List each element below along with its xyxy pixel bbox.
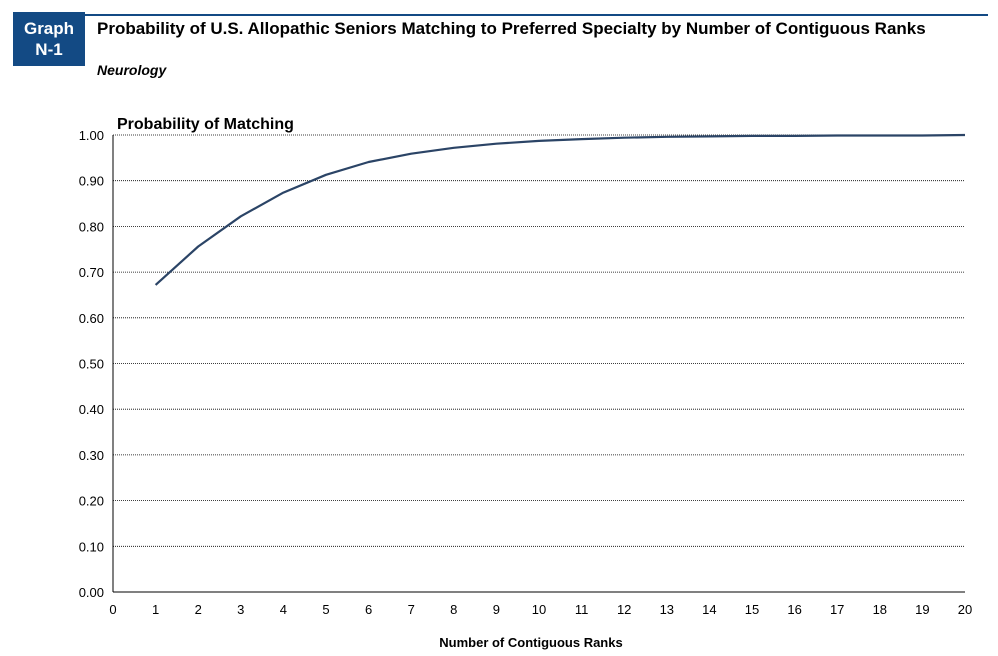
y-tick-label: 0.60 bbox=[79, 311, 104, 326]
y-tick-label: 0.00 bbox=[79, 585, 104, 600]
x-axis-label: Number of Contiguous Ranks bbox=[439, 635, 622, 650]
x-tick-label: 12 bbox=[617, 602, 631, 617]
x-tick-label: 7 bbox=[408, 602, 415, 617]
x-tick-label: 14 bbox=[702, 602, 716, 617]
x-tick-label: 4 bbox=[280, 602, 287, 617]
x-tick-label: 2 bbox=[195, 602, 202, 617]
x-tick-label: 13 bbox=[660, 602, 674, 617]
x-tick-label: 15 bbox=[745, 602, 759, 617]
y-tick-label: 0.90 bbox=[79, 174, 104, 189]
x-tick-label: 17 bbox=[830, 602, 844, 617]
x-tick-labels: 0 1 2 3 4 5 6 7 8 9 10 11 12 13 14 15 16 17 18 19 20 bbox=[109, 602, 972, 617]
y-tick-labels: 0.00 0.10 0.20 0.30 0.40 0.50 0.60 0.70 0.80 0.90… bbox=[79, 128, 104, 600]
x-tick-label: 6 bbox=[365, 602, 372, 617]
x-tick-label: 9 bbox=[493, 602, 500, 617]
badge-line2: N-1 bbox=[35, 40, 63, 59]
series-group bbox=[154, 133, 966, 286]
y-tick-label: 0.10 bbox=[79, 539, 104, 554]
badge-line1: Graph bbox=[23, 19, 75, 38]
page-title: Probability of U.S. Allopathic Seniors M… bbox=[97, 19, 926, 38]
chart-title: Probability of Matching bbox=[117, 116, 294, 133]
x-tick-label: 20 bbox=[958, 602, 972, 617]
y-tick-label: 0.20 bbox=[79, 494, 104, 509]
y-tick-label: 0.30 bbox=[79, 448, 104, 463]
x-tick-label: 16 bbox=[787, 602, 801, 617]
x-tick-label: 8 bbox=[450, 602, 457, 617]
y-tick-label: 0.50 bbox=[79, 357, 104, 372]
y-tick-label: 0.70 bbox=[79, 265, 104, 280]
page-subtitle: Neurology bbox=[97, 62, 167, 78]
x-tick-label: 1 bbox=[152, 602, 159, 617]
y-tick-label: 0.80 bbox=[79, 219, 104, 234]
y-tick-label: 0.40 bbox=[79, 402, 104, 417]
x-tick-label: 5 bbox=[322, 602, 329, 617]
x-tick-label: 18 bbox=[873, 602, 887, 617]
x-tick-label: 3 bbox=[237, 602, 244, 617]
x-tick-label: 0 bbox=[109, 602, 116, 617]
x-tick-label: 19 bbox=[915, 602, 929, 617]
header-rule bbox=[85, 14, 988, 16]
x-tick-label: 11 bbox=[575, 602, 589, 617]
x-tick-label: 10 bbox=[532, 602, 546, 617]
series-line bbox=[154, 133, 966, 286]
gridlines bbox=[113, 134, 965, 547]
y-tick-label: 1.00 bbox=[79, 128, 104, 143]
axes bbox=[112, 135, 965, 593]
graph-badge: Graph N-1 bbox=[13, 12, 85, 66]
